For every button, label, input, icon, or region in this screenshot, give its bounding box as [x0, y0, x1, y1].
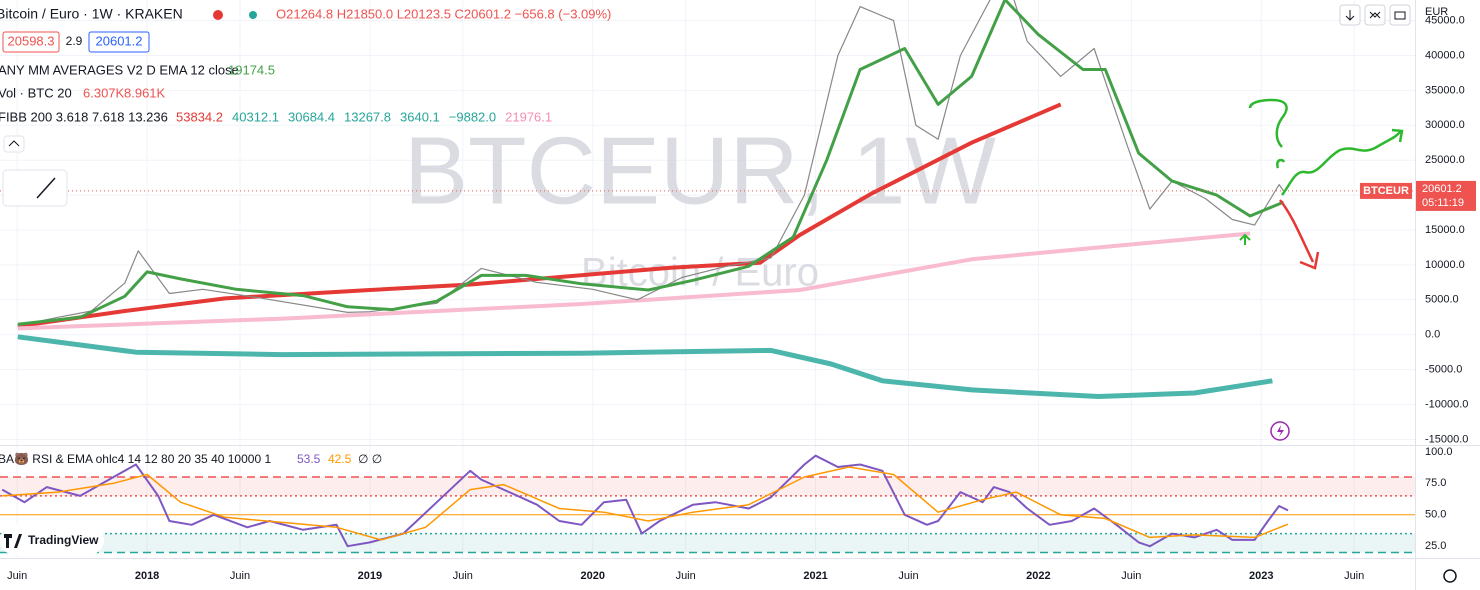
series-line [1, 454, 1289, 548]
series-line [17, 231, 1251, 331]
y-tick-label: 5000.0 [1425, 294, 1459, 306]
icon [1277, 425, 1284, 437]
legend-value: 3640.1 [400, 109, 440, 124]
legend-value: 30684.4 [288, 109, 335, 124]
y-tick-label: 45000.0 [1425, 14, 1465, 26]
annotation-path [1248, 98, 1288, 169]
tag-name-box [1360, 182, 1412, 199]
y-tick-label: 100.0 [1425, 446, 1453, 458]
button[interactable] [1389, 4, 1411, 26]
logo: TradingView [28, 533, 99, 547]
legend-value: −9882.0 [449, 109, 496, 124]
bid-box[interactable] [2, 31, 60, 53]
series-line [17, 0, 1285, 326]
series-line [17, 0, 1284, 327]
legend-title: FIBB 200 3.618 7.618 13.236 [0, 109, 168, 124]
logo-icon [4, 534, 22, 548]
legend-value: 53.5 [297, 452, 321, 466]
tag-time: 05:11:19 [1422, 197, 1464, 209]
button[interactable] [1364, 4, 1386, 26]
drawing-toolbar[interactable] [2, 169, 68, 207]
y-tick-label: -10000.0 [1425, 398, 1468, 410]
grid [0, 0, 1415, 558]
y-tick-label: 50.0 [1425, 509, 1446, 521]
y-tick-label: 25.0 [1425, 540, 1446, 552]
plots [0, 0, 1415, 554]
band [0, 477, 1415, 496]
x-tick-label: Juin [7, 570, 27, 582]
tag-price: 20601.2 [1422, 183, 1462, 195]
x-tick-label: Juin [898, 570, 918, 582]
ask: 20601.2 [96, 33, 143, 48]
collapse-button[interactable] [3, 135, 25, 153]
legend-title: ANY MM AVERAGES V2 D EMA 12 close [0, 62, 239, 77]
y-tick-label: 30000.0 [1425, 119, 1465, 131]
y-tick-label: 75.0 [1425, 477, 1446, 489]
ohlc: O21264.8 H21850.0 L20123.5 C20601.2 −656… [276, 6, 611, 21]
series-line [2, 466, 1289, 541]
x-tick-label: Juin [1344, 570, 1364, 582]
series-line [17, 102, 1062, 329]
annotation-arrow [1239, 233, 1251, 245]
x-tick-label: Juin [676, 570, 696, 582]
series-line [17, 334, 1273, 399]
x-tick-label: 2022 [1026, 570, 1050, 582]
x-tick-label: Juin [230, 570, 250, 582]
x-tick-label: 2020 [580, 570, 604, 582]
y-tick-label: 10000.0 [1425, 259, 1465, 271]
currency: EUR [1425, 6, 1448, 18]
x-tick-label: 2021 [803, 570, 827, 582]
x-tick-label: 2018 [135, 570, 159, 582]
legend-value: 13267.8 [344, 109, 391, 124]
y-tick-label: -5000.0 [1425, 364, 1462, 376]
icon [1345, 10, 1406, 21]
logo-box[interactable] [0, 525, 104, 555]
legend-value: 53834.2 [176, 109, 223, 124]
x-tick-label: Juin [453, 570, 473, 582]
legend-value: 19174.5 [228, 62, 275, 77]
y-tick-label: -15000.0 [1425, 433, 1468, 445]
legend-value: 8.961K [124, 85, 166, 100]
tag-name: BTCEUR [1363, 185, 1409, 197]
legend-value: ∅ ∅ [358, 452, 382, 466]
axes: 45000.040000.035000.030000.025000.020000… [7, 14, 1468, 581]
spread: 2.9 [66, 34, 83, 48]
band [0, 533, 1415, 553]
y-tick-label: 25000.0 [1425, 154, 1465, 166]
status-dot [213, 10, 223, 20]
status-dot [249, 11, 257, 19]
annotation-arrow [1279, 199, 1320, 270]
y-tick-label: 0.0 [1425, 329, 1440, 341]
legend-value: 42.5 [328, 452, 352, 466]
x-tick-label: 2023 [1249, 570, 1273, 582]
watermark: BTCEUR, 1W [404, 117, 996, 224]
legend-values: 53834.2 40312.1 30684.4 13267.8 3640.1 −9882.… [176, 109, 552, 124]
symbol-title: Bitcoin / Euro · 1W · KRAKEN [0, 6, 183, 22]
ask-box[interactable] [88, 31, 150, 53]
tag-price-box [1416, 180, 1476, 211]
legend-value: 6.307K [83, 85, 125, 100]
settings-icon[interactable] [1443, 569, 1457, 583]
y-tick-label: 15000.0 [1425, 224, 1465, 236]
bid: 20598.3 [8, 33, 55, 48]
legend-title: BA🐻 RSI & EMA ohlc4 14 12 80 20 35 40 10… [0, 451, 271, 466]
x-tick-label: 2019 [358, 570, 382, 582]
legend-value: 40312.1 [232, 109, 279, 124]
y-tick-label: 35000.0 [1425, 84, 1465, 96]
price-tag: BTCEUR 20601.2 05:11:19 [1360, 180, 1476, 211]
annotation-path [1281, 128, 1404, 196]
x-tick-label: Juin [1121, 570, 1141, 582]
legend-value: 21976.1 [505, 109, 552, 124]
y-tick-label: 40000.0 [1425, 49, 1465, 61]
icon [36, 177, 56, 199]
icon [8, 140, 20, 147]
legend-title: Vol · BTC 20 [0, 85, 72, 100]
